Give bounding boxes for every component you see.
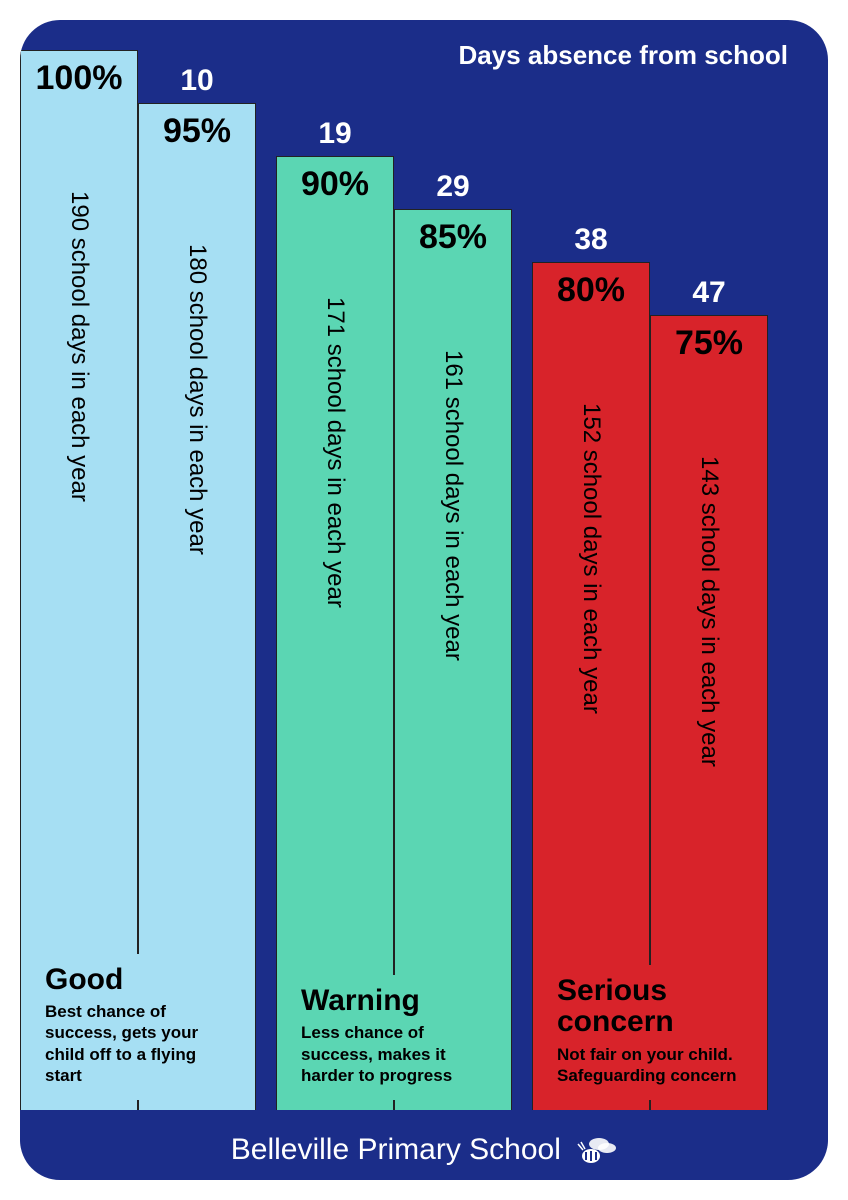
bar-80: 38 80% 152 school days in each year Seri… xyxy=(532,262,650,1110)
days-absent-label: 29 xyxy=(436,170,469,204)
bar-group-good: 100% 190 school days in each year Good B… xyxy=(20,50,256,1110)
days-in-year-label: 152 school days in each year xyxy=(577,403,605,714)
bee-icon xyxy=(577,1134,617,1168)
category-desc: Best chance of success, gets your child … xyxy=(45,1001,233,1086)
category-title: Good xyxy=(45,964,233,996)
category-box-serious: Serious concern Not fair on your child. … xyxy=(543,965,759,1101)
percent-label: 90% xyxy=(277,165,393,204)
attendance-bar-chart: 100% 190 school days in each year Good B… xyxy=(20,50,828,1110)
category-desc: Less chance of success, makes it harder … xyxy=(301,1022,489,1086)
bar-90: 19 90% 171 school days in each year Warn… xyxy=(276,156,394,1110)
bar-group-warning: 19 90% 171 school days in each year Warn… xyxy=(276,50,512,1110)
days-in-year-label: 180 school days in each year xyxy=(183,244,211,555)
days-absent-label: 19 xyxy=(318,117,351,151)
days-in-year-label: 190 school days in each year xyxy=(65,191,93,502)
days-absent-label: 38 xyxy=(574,223,607,257)
days-absent-label: 10 xyxy=(180,64,213,98)
bar-100: 100% 190 school days in each year Good B… xyxy=(20,50,138,1110)
infographic-card: Days absence from school 100% 190 school… xyxy=(20,20,828,1180)
days-in-year-label: 171 school days in each year xyxy=(321,297,349,608)
days-absent-label: 47 xyxy=(692,276,725,310)
percent-label: 100% xyxy=(21,59,137,98)
percent-label: 75% xyxy=(651,324,767,363)
category-desc: Not fair on your child. Safeguarding con… xyxy=(557,1044,745,1087)
category-title: Serious concern xyxy=(557,975,745,1038)
category-box-warning: Warning Less chance of success, makes it… xyxy=(287,975,503,1100)
category-box-good: Good Best chance of success, gets your c… xyxy=(31,954,247,1101)
percent-label: 80% xyxy=(533,271,649,310)
percent-label: 95% xyxy=(139,112,255,151)
days-in-year-label: 161 school days in each year xyxy=(439,350,467,661)
percent-label: 85% xyxy=(395,218,511,257)
school-name: Belleville Primary School xyxy=(231,1133,561,1166)
days-in-year-label: 143 school days in each year xyxy=(695,456,723,767)
category-title: Warning xyxy=(301,985,489,1017)
bar-group-serious: 38 80% 152 school days in each year Seri… xyxy=(532,50,768,1110)
footer: Belleville Primary School xyxy=(20,1133,828,1168)
